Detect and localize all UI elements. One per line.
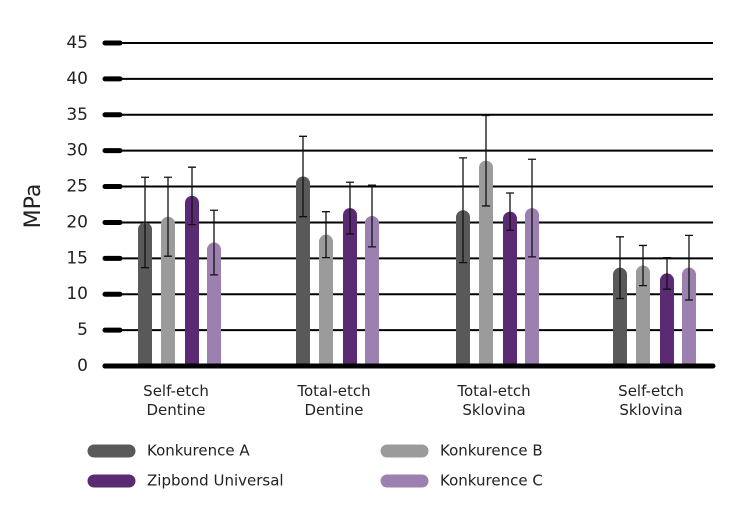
bar (319, 234, 333, 366)
bar (343, 208, 357, 366)
x-tick-label: Total-etch Sklovina (457, 382, 531, 419)
error-bar (639, 244, 647, 287)
error-bar (346, 181, 354, 235)
y-tick-label: 40 (66, 69, 88, 89)
bar (479, 160, 493, 366)
legend-label: Konkurence A (147, 442, 250, 460)
y-tick-label: 10 (66, 284, 88, 304)
x-tick-label: Total-etch Dentine (297, 382, 371, 419)
bar (660, 273, 674, 366)
y-tick-label: 25 (66, 177, 88, 197)
y-tick-label: 15 (66, 248, 88, 268)
error-bar (188, 166, 196, 226)
y-tick-label: 30 (66, 141, 88, 161)
error-bar (685, 234, 693, 301)
error-bar (459, 157, 467, 264)
error-bar (322, 211, 330, 259)
y-tick-label: 45 (66, 33, 88, 53)
bar (503, 211, 517, 366)
error-bar (528, 158, 536, 258)
x-tick-label: Self-etch Sklovina (618, 382, 684, 419)
legend-label: Konkurence B (440, 442, 543, 460)
y-tick-label: 35 (66, 105, 88, 125)
bar (525, 208, 539, 366)
bar (138, 222, 152, 366)
error-bar (506, 192, 514, 231)
error-bar (368, 184, 376, 248)
bar (456, 210, 470, 366)
error-bar (141, 176, 149, 269)
y-tick-label: 20 (66, 212, 88, 232)
y-tick-label: 0 (77, 356, 88, 376)
bar (185, 195, 199, 366)
x-tick-label: Self-etch Dentine (143, 382, 209, 419)
bar (207, 242, 221, 366)
bar (682, 267, 696, 366)
bar (296, 176, 310, 366)
legend-label: Konkurence C (440, 472, 543, 490)
bar (636, 265, 650, 366)
y-tick-label: 5 (77, 320, 88, 340)
error-bar (299, 135, 307, 218)
error-bar (482, 114, 490, 207)
error-bar (663, 256, 671, 290)
error-bar (210, 209, 218, 276)
error-bar (164, 176, 172, 257)
y-axis-label: MPa (21, 184, 46, 229)
bar (161, 216, 175, 366)
bar (613, 267, 627, 366)
error-bar (616, 236, 624, 300)
legend-label: Zipbond Universal (147, 472, 284, 490)
bar (365, 215, 379, 366)
